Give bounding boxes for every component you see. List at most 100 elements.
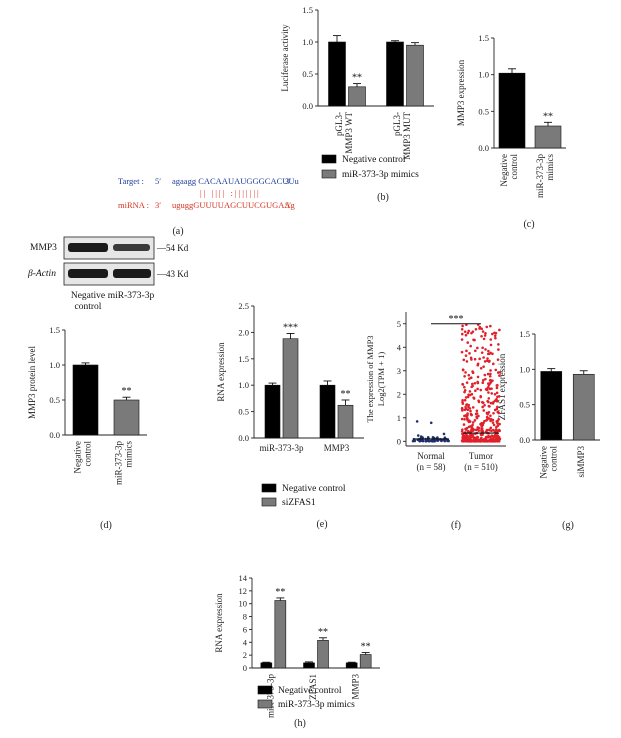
y-tick-label-f: 2	[397, 389, 401, 399]
x-tick-label-d: control	[83, 441, 93, 467]
scatter-point-tumor	[471, 427, 475, 431]
panel-letter-g: (g)	[562, 520, 574, 531]
blot-band-mmp3-nc	[68, 243, 108, 252]
scatter-point-tumor	[489, 343, 493, 347]
bar-e	[264, 384, 281, 439]
scatter-point-tumor	[460, 332, 464, 336]
y-axis-label-f: The expression of MMP3	[365, 335, 375, 422]
legend-swatch-b	[321, 154, 337, 164]
scatter-point-tumor	[485, 388, 489, 392]
scatter-point-tumor	[493, 334, 497, 338]
scatter-point-tumor	[481, 330, 485, 333]
y-tick-label-d: 1.5	[49, 325, 60, 335]
bar-e	[282, 338, 299, 439]
legend-swatch-e	[261, 483, 277, 493]
scatter-point-tumor	[488, 382, 492, 385]
scatter-point-tumor	[468, 390, 472, 393]
scatter-point-tumor	[471, 406, 475, 409]
scatter-point-tumor	[473, 338, 476, 342]
y-tick-label-h: 8	[243, 612, 247, 622]
chart-c: 0.0 0.5 1.0 1.5 MMP3 expression Negative contr…	[456, 33, 566, 230]
scatter-point-tumor	[495, 397, 498, 401]
mirna-5prime: 5′	[285, 200, 291, 210]
y-tick-label-h: 0	[243, 663, 247, 673]
y-tick-label-e: 2.5	[238, 301, 249, 311]
blot-row1-membrane	[63, 236, 155, 260]
y-tick-label-e: 1.5	[238, 354, 249, 364]
y-tick-label-e: 2.0	[238, 327, 249, 337]
mirna-label: miRNA :	[118, 200, 149, 210]
bar-b	[406, 44, 424, 107]
x-tick-label-c: Negative	[499, 154, 509, 186]
bar-h	[359, 654, 372, 669]
scatter-point-tumor	[489, 414, 492, 418]
blot-row2-label: β-Actin	[27, 269, 56, 279]
scatter-point-tumor	[482, 365, 485, 368]
scatter-point-tumor	[463, 414, 466, 418]
scatter-point-tumor	[487, 417, 491, 420]
scatter-point-tumor	[491, 362, 495, 366]
bar-b	[328, 41, 346, 107]
western-blot: MMP3 β-Actin —54 Kd —43 Kd Negative cont…	[27, 236, 189, 312]
y-tick-label-c: 0.0	[478, 143, 489, 153]
bar-h	[260, 662, 273, 669]
scatter-point-tumor	[497, 418, 500, 421]
scatter-point-tumor	[486, 399, 489, 403]
y-tick-label-d: 0.5	[49, 395, 60, 405]
panel-letter-h: (h)	[294, 718, 306, 729]
legend-label-e: Negative control	[282, 484, 346, 494]
blot-band-mmp3-mimics	[113, 244, 150, 251]
scatter-point-tumor	[461, 438, 465, 441]
significance-label-e: ***	[283, 322, 298, 333]
x-tick-label-d: miR-373-3p	[114, 441, 124, 485]
scatter-point-tumor	[467, 329, 471, 333]
scatter-point-tumor	[469, 430, 473, 433]
scatter-point-tumor	[495, 399, 499, 403]
scatter-point-tumor	[464, 438, 468, 442]
scatter-point-tumor	[497, 435, 500, 439]
blot-row1-size: —54 Kd	[156, 243, 189, 253]
x-tick-label-b: MMP3 WT	[344, 112, 354, 154]
scatter-point-tumor	[468, 435, 472, 438]
x-tick-label-h: ZFAS1	[308, 674, 318, 700]
scatter-point-tumor	[495, 391, 499, 395]
scatter-point-tumor	[467, 425, 471, 429]
y-tick-label-f: 1	[397, 413, 401, 423]
significance-label-f: ***	[449, 314, 464, 325]
legend-swatch-b	[321, 169, 337, 179]
scatter-point-tumor	[470, 331, 473, 335]
panel-letter-b: (b)	[377, 192, 389, 203]
scatter-point-tumor	[473, 419, 477, 422]
scatter-point-tumor	[464, 396, 468, 399]
scatter-point-tumor	[489, 372, 492, 376]
blot-row2-membrane	[63, 262, 155, 286]
significance-label-e: **	[341, 389, 351, 400]
y-tick-label-h: 14	[239, 573, 248, 583]
scatter-point-tumor	[493, 331, 496, 335]
scatter-point-tumor	[464, 371, 467, 374]
scatter-point-tumor	[492, 435, 495, 438]
scatter-point-normal	[447, 439, 450, 443]
y-tick-label-g: 1.0	[519, 364, 530, 374]
scatter-point-tumor	[482, 356, 485, 359]
scatter-point-normal	[416, 434, 420, 437]
scatter-point-normal	[418, 439, 422, 443]
blot-lane1-line2: control	[75, 302, 102, 312]
blot-row1-label: MMP3	[30, 243, 57, 253]
x-tick-label-e: miR-373-3p	[260, 443, 304, 453]
scatter-point-tumor	[497, 343, 500, 346]
scatter-point-tumor	[484, 331, 487, 335]
scatter-point-normal	[421, 436, 424, 439]
scatter-point-tumor	[461, 324, 464, 328]
y-tick-label-c: 1.5	[478, 33, 489, 43]
scatter-point-normal	[442, 432, 446, 436]
scatter-point-tumor	[483, 419, 486, 423]
significance-label-b: **	[352, 73, 362, 84]
scatter-point-tumor	[480, 424, 483, 428]
y-tick-label-e: 0.5	[238, 407, 249, 417]
scatter-point-tumor	[464, 354, 468, 357]
scatter-point-tumor	[492, 423, 496, 427]
scatter-point-tumor	[491, 402, 495, 405]
scatter-point-tumor	[463, 374, 466, 378]
